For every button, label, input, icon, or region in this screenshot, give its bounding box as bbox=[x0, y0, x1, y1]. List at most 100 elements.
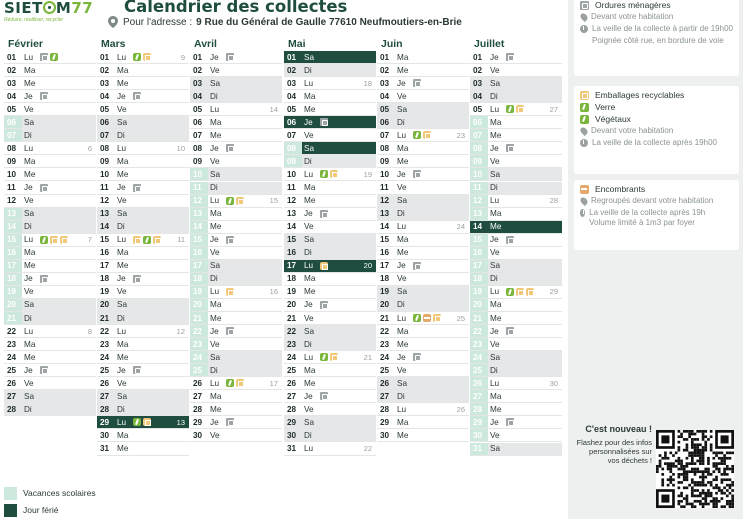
day-row: 29 Je bbox=[470, 416, 562, 430]
trash-icon bbox=[40, 92, 48, 101]
day-number: 27 bbox=[7, 391, 17, 401]
day-number: 29 bbox=[470, 416, 488, 429]
day-number: 18 bbox=[100, 274, 110, 284]
om-info-block: Ordures ménagères Devant votre habitatio… bbox=[574, 0, 739, 76]
day-row: 07 Di bbox=[97, 129, 189, 143]
day-number: 14 bbox=[190, 220, 208, 233]
day-name: Lu bbox=[490, 287, 500, 297]
emballages-icon bbox=[516, 287, 524, 296]
day-number: 08 bbox=[100, 143, 110, 153]
day-name: Ve bbox=[24, 378, 34, 388]
day-name: Lu bbox=[210, 104, 220, 114]
qr-code[interactable] bbox=[656, 430, 734, 508]
day-number: 07 bbox=[470, 129, 488, 142]
emb-line2: La veille de la collecte après 19h00 bbox=[592, 138, 717, 147]
day-name: Ma bbox=[210, 117, 222, 127]
day-name: Je bbox=[117, 91, 126, 101]
day-row: 05 Sa bbox=[377, 103, 469, 117]
day-row: 19 Ve bbox=[4, 285, 96, 299]
encombrants-icon bbox=[423, 314, 431, 322]
day-name: Sa bbox=[490, 444, 501, 453]
day-row: 18 Di bbox=[190, 272, 282, 286]
day-number: 29 bbox=[380, 417, 390, 427]
veg-title: Végétaux bbox=[595, 114, 631, 124]
day-number: 13 bbox=[380, 209, 390, 219]
day-name: Me bbox=[117, 169, 129, 179]
day-number: 01 bbox=[284, 51, 302, 63]
day-number: 08 bbox=[284, 142, 302, 155]
day-name: Ma bbox=[490, 117, 502, 127]
day-number: 30 bbox=[100, 430, 110, 440]
day-number: 09 bbox=[7, 156, 17, 166]
day-name: Ve bbox=[304, 130, 314, 140]
day-row: 14 Me bbox=[470, 220, 562, 234]
verre-icon bbox=[413, 131, 421, 140]
day-number: 13 bbox=[100, 209, 110, 219]
day-name: Di bbox=[117, 130, 125, 140]
day-name: Je bbox=[210, 235, 219, 245]
day-row: 06 Sa bbox=[97, 116, 189, 130]
verre-icon bbox=[226, 379, 234, 388]
day-row: 04 Ma bbox=[284, 90, 376, 104]
day-number: 13 bbox=[287, 209, 297, 219]
day-name: Je bbox=[490, 235, 499, 245]
location-pin-icon bbox=[579, 196, 589, 206]
trash-icon bbox=[40, 183, 48, 192]
day-row: 26 Me bbox=[284, 377, 376, 391]
day-name: Je bbox=[397, 261, 406, 271]
emballages-icon bbox=[236, 196, 244, 205]
day-number: 01 bbox=[380, 52, 390, 62]
day-number: 31 bbox=[470, 442, 488, 455]
day-number: 11 bbox=[380, 183, 389, 192]
day-name: Ve bbox=[24, 287, 34, 297]
day-name: Lu bbox=[117, 235, 127, 245]
day-row: 07 Me bbox=[190, 129, 282, 143]
day-name: Sa bbox=[117, 391, 128, 401]
collection-icons bbox=[320, 261, 328, 270]
day-number: 06 bbox=[284, 116, 302, 129]
day-name: Ve bbox=[304, 404, 314, 414]
day-number: 19 bbox=[287, 287, 297, 297]
day-name: Je bbox=[490, 417, 499, 427]
day-name: Lu bbox=[24, 52, 34, 62]
day-name: Ve bbox=[210, 248, 220, 258]
collection-icons bbox=[226, 327, 234, 336]
day-name: Lu bbox=[117, 326, 127, 336]
day-row: 07 Lu 23 bbox=[377, 129, 469, 143]
day-row: 09 Ma bbox=[4, 155, 96, 169]
week-number: 26 bbox=[456, 404, 465, 414]
day-name: Lu bbox=[304, 444, 314, 453]
collection-icons bbox=[133, 92, 141, 101]
day-name: Me bbox=[490, 313, 502, 323]
day-row: 30 Ma bbox=[97, 429, 189, 443]
collection-icons bbox=[40, 183, 48, 192]
day-name: Ma bbox=[117, 248, 129, 258]
siet-logo: SIET M77 Réduire, réutiliser, recycler bbox=[4, 0, 96, 32]
day-name: Sa bbox=[117, 209, 128, 219]
day-number: 24 bbox=[287, 352, 297, 362]
day-name: Je bbox=[304, 391, 313, 401]
trash-icon bbox=[133, 366, 141, 375]
day-row: 26 Lu 30 bbox=[470, 377, 562, 391]
day-number: 20 bbox=[470, 298, 488, 311]
day-number: 16 bbox=[190, 246, 208, 259]
day-name: Di bbox=[490, 91, 498, 101]
day-number: 01 bbox=[100, 52, 110, 62]
day-name: Je bbox=[397, 352, 406, 362]
day-number: 23 bbox=[380, 339, 390, 349]
day-name: Lu bbox=[117, 52, 127, 62]
day-name: Me bbox=[117, 78, 129, 88]
day-name: Ve bbox=[304, 222, 314, 232]
day-name: Me bbox=[210, 313, 222, 323]
day-number: 06 bbox=[100, 117, 110, 127]
day-row: 27 Di bbox=[377, 390, 469, 404]
day-row: 21 Ve bbox=[284, 312, 376, 325]
day-row: 16 Ma bbox=[4, 246, 96, 260]
day-name: Di bbox=[24, 130, 32, 140]
day-number: 03 bbox=[100, 78, 110, 88]
day-number: 02 bbox=[193, 65, 203, 75]
day-number: 24 bbox=[380, 352, 390, 362]
day-number: 26 bbox=[287, 378, 297, 388]
day-row: 07 Di bbox=[4, 129, 96, 143]
day-name: Ma bbox=[117, 156, 129, 166]
